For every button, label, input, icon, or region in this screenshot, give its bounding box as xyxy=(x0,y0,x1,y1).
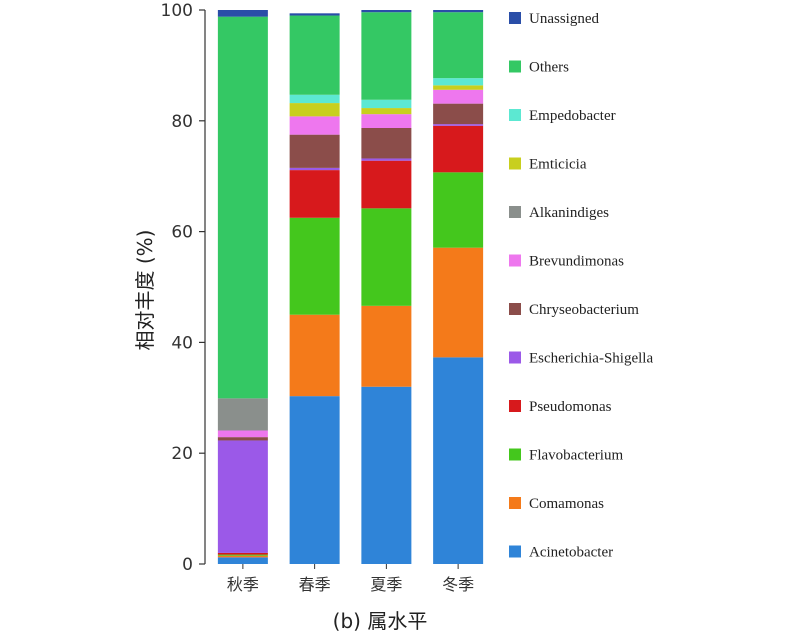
axes: 0 20 40 60 80 100 秋季 春季 夏季 冬季 xyxy=(161,1,475,594)
y-tick-label: 60 xyxy=(171,223,193,243)
bar-segment xyxy=(361,386,412,564)
bar-segment xyxy=(433,12,484,79)
bar-segment xyxy=(361,305,412,387)
legend-swatch xyxy=(509,545,521,558)
bar-segment xyxy=(289,116,340,135)
bar-segment xyxy=(217,552,268,555)
bar-segment xyxy=(361,208,412,306)
legend-swatch xyxy=(509,303,521,315)
bar-segment xyxy=(361,108,412,115)
bar-segment xyxy=(361,114,412,129)
bar-segment xyxy=(289,314,340,397)
bar-segment xyxy=(289,15,340,95)
legend-swatch xyxy=(509,400,521,412)
x-tick-label: 春季 xyxy=(299,575,331,594)
bar-segment xyxy=(289,167,340,171)
bars xyxy=(217,10,484,564)
bar-segment xyxy=(361,10,412,13)
legend-swatch xyxy=(509,157,521,170)
bar-segment xyxy=(289,13,340,16)
legend-swatch xyxy=(509,448,521,461)
legend-label: Acinetobacter xyxy=(529,545,613,561)
legend-label: Pseudomonas xyxy=(529,399,612,415)
bar-segment xyxy=(289,396,340,564)
bar-segment xyxy=(289,170,340,218)
legend: Unassigned Others Empedobacter Emticicia Alk… xyxy=(509,11,653,561)
bar-segment xyxy=(433,85,484,90)
bar-segment xyxy=(217,398,268,431)
y-tick-label: 40 xyxy=(171,333,193,353)
bar-segment xyxy=(433,10,484,13)
x-tick-label: 夏季 xyxy=(370,575,402,594)
bar-segment xyxy=(361,99,412,109)
bar-segment xyxy=(217,437,268,441)
bar-segment xyxy=(217,430,268,438)
bar-segment xyxy=(433,103,484,125)
bar-segment xyxy=(217,555,268,558)
bar-segment xyxy=(289,94,340,104)
bar-segment xyxy=(433,357,484,564)
legend-label: Escherichia-Shigella xyxy=(529,351,653,367)
bar-segment xyxy=(433,89,484,104)
legend-swatch xyxy=(509,206,521,218)
x-tick-label: 秋季 xyxy=(227,575,259,594)
y-tick-label: 100 xyxy=(161,1,193,21)
bar-segment xyxy=(361,128,412,159)
bar-segment xyxy=(361,12,412,100)
bar-segment xyxy=(433,78,484,86)
legend-swatch xyxy=(509,60,521,73)
bar-segment xyxy=(217,440,268,553)
y-tick-label: 20 xyxy=(171,444,193,464)
legend-swatch xyxy=(509,351,521,364)
chart-caption: (b) 属水平 xyxy=(333,609,428,633)
legend-label: Others xyxy=(529,60,569,76)
legend-label: Chryseobacterium xyxy=(529,302,639,318)
bar-segment xyxy=(217,557,268,564)
legend-label: Brevundimonas xyxy=(529,254,624,270)
bar-segment xyxy=(217,10,268,17)
bar-segment xyxy=(361,158,412,161)
y-tick-label: 0 xyxy=(182,555,193,575)
bar-segment xyxy=(289,134,340,168)
bar-segment xyxy=(433,125,484,173)
bar-segment xyxy=(361,160,412,209)
legend-label: Alkanindiges xyxy=(529,205,609,221)
legend-swatch xyxy=(509,12,521,24)
bar-segment xyxy=(289,103,340,117)
x-tick-label: 冬季 xyxy=(442,575,474,594)
bar-segment xyxy=(433,124,484,126)
bar-segment xyxy=(217,554,268,556)
legend-label: Unassigned xyxy=(529,11,599,27)
bar-segment xyxy=(433,172,484,248)
bar-segment xyxy=(433,247,484,358)
bar-segment xyxy=(289,217,340,315)
legend-swatch xyxy=(509,497,521,509)
legend-swatch xyxy=(509,254,521,267)
y-tick-label: 80 xyxy=(171,112,193,132)
bar-segment xyxy=(217,16,268,399)
y-axis-label: 相对丰度 (%) xyxy=(133,230,157,351)
legend-swatch xyxy=(509,109,521,121)
legend-label: Empedobacter xyxy=(529,108,616,124)
legend-label: Flavobacterium xyxy=(529,448,623,464)
legend-label: Emticicia xyxy=(529,157,587,173)
legend-label: Comamonas xyxy=(529,496,604,512)
